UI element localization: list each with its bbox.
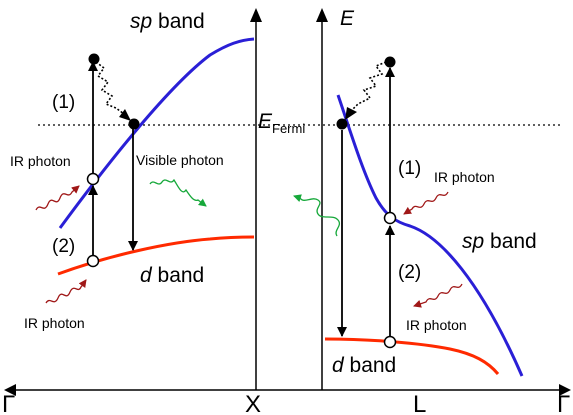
right-step1-label: (1) — [398, 158, 421, 179]
right-relaxation-path — [351, 61, 387, 111]
energy-axis-arrow — [316, 8, 328, 22]
right-step2-label: (2) — [398, 262, 421, 283]
right-sp-intermediate-state — [383, 211, 397, 225]
gamma-left-label: Γ — [2, 391, 15, 415]
right-d-hole — [383, 335, 397, 349]
energy-axis-label: E — [340, 7, 355, 30]
left-relaxation-arrowhead — [119, 109, 131, 121]
k-axis-left-arrow — [4, 384, 16, 396]
left-d-band-label: d band — [140, 264, 204, 287]
right-visible-photon-wave — [293, 194, 341, 237]
right-ir-photon-upper-label: IR photon — [434, 169, 495, 185]
left-relaxation-path — [95, 61, 125, 115]
right-d-band — [324, 337, 500, 375]
left-sp-band-label: sp band — [130, 10, 205, 33]
right-sp-band — [336, 94, 524, 377]
left-sp-band — [58, 37, 255, 229]
left-ir-photon-lower-wave — [45, 279, 87, 304]
left-step2-label: (2) — [52, 236, 75, 257]
k-axis-right-arrow — [559, 384, 571, 396]
right-ir-photon-lower-wave — [413, 283, 463, 308]
left-step1-label: (1) — [52, 92, 75, 113]
right-sp-band-label: sp band — [462, 230, 537, 253]
fermi-label: EFermi — [258, 110, 305, 136]
right-d-band-label: d band — [332, 354, 396, 377]
x-point-label: X — [245, 391, 261, 415]
right-relaxation-arrowhead — [345, 107, 357, 120]
left-sp-intermediate-state — [86, 172, 100, 186]
right-ir-photon-upper-wave — [403, 191, 449, 215]
right-fermi-electron — [336, 118, 348, 130]
right-ir-photon-lower-label: IR photon — [406, 317, 467, 333]
left-ir-photon-lower-label: IR photon — [24, 315, 85, 331]
x-energy-axis-arrow — [250, 8, 262, 22]
right-excited-electron — [384, 56, 396, 68]
left-ir-photon-upper-label: IR photon — [10, 153, 71, 169]
gamma-right-label: Γ — [557, 391, 570, 415]
left-excited-electron — [88, 53, 100, 65]
visible-photon-wave — [149, 178, 207, 207]
l-point-label: L — [413, 391, 426, 415]
left-ir-photon-upper-wave — [35, 185, 80, 211]
left-fermi-electron — [128, 118, 140, 130]
visible-photon-label: Visible photon — [136, 152, 224, 168]
left-d-hole — [86, 254, 100, 268]
